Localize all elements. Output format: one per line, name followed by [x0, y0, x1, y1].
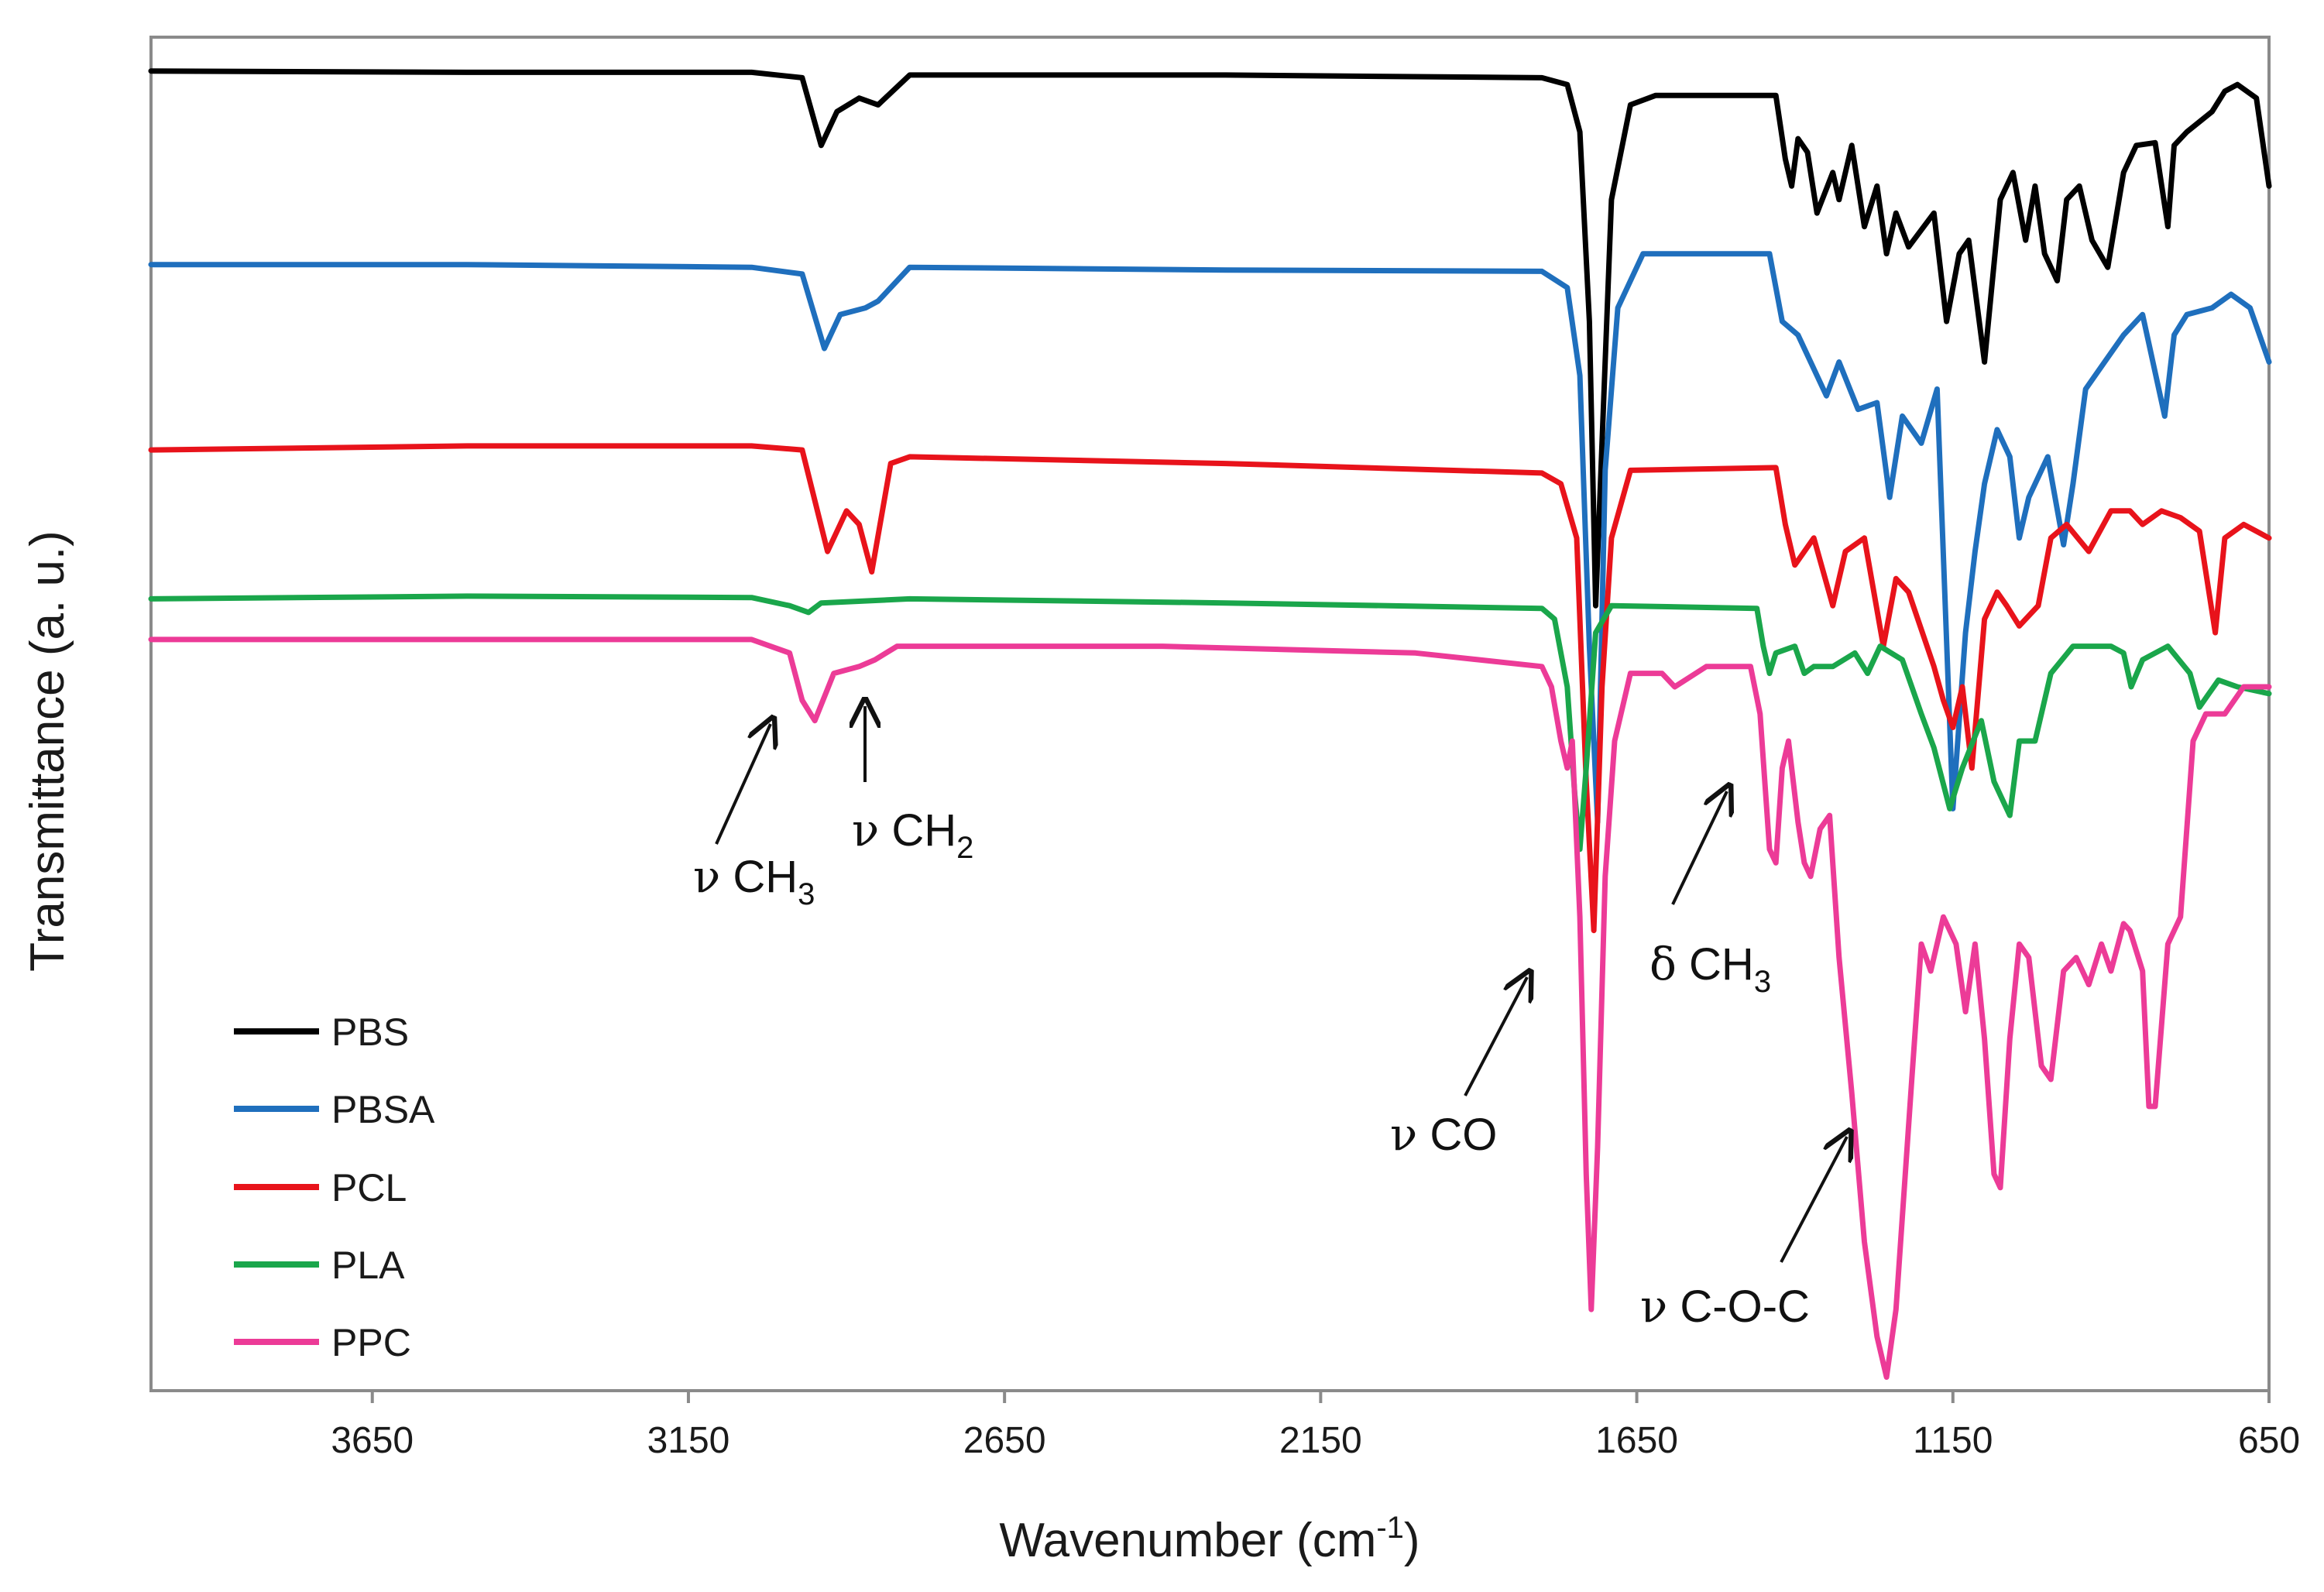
annotation-nu-ch3-sub: 3 — [798, 877, 815, 911]
annotation-nu-ch3-greek: ν — [693, 850, 720, 903]
annotation-nu-ch2: ν CH2 — [852, 804, 973, 865]
x-axis-title-sup: -1 — [1376, 1511, 1404, 1545]
x-tick-label: 2150 — [1279, 1420, 1362, 1461]
legend-label-pbs: PBS — [331, 1010, 409, 1054]
series-line-ppc — [148, 636, 2272, 1380]
arrow-nu-coc — [1780, 1137, 1847, 1263]
series-group — [148, 68, 2272, 1380]
arrow-nu-co — [1464, 977, 1527, 1096]
x-axis-title-end: ) — [1404, 1514, 1420, 1567]
arrow-delta-ch3 — [1671, 791, 1727, 905]
series-line-pla — [148, 593, 2272, 853]
annotation-nu-coc-greek: ν — [1640, 1280, 1667, 1333]
x-axis-title-main: Wavenumber (cm — [999, 1514, 1376, 1567]
legend-label-pcl: PCL — [331, 1166, 407, 1209]
legend: PBS PBSA PCL PLA PPC — [234, 1010, 435, 1364]
annotation-nu-ch2-text: CH — [879, 805, 956, 856]
x-tick-label: 2650 — [963, 1420, 1046, 1461]
x-tick-label: 3150 — [647, 1420, 730, 1461]
annotation-nu-coc: ν C-O-C — [1640, 1280, 1810, 1333]
y-axis-title: Transmittance (a. u.) — [21, 530, 74, 972]
x-tick-label: 1650 — [1595, 1420, 1678, 1461]
x-axis-title: Wavenumber (cm-1) — [999, 1511, 1419, 1567]
annotation-delta-ch3-greek: δ — [1649, 938, 1677, 990]
annotations: ν CH3 ν CH2 ν CO δ CH3 ν C-O-C — [693, 706, 1847, 1333]
annotation-nu-co: ν CO — [1390, 1108, 1497, 1161]
series-line-pbsa — [148, 251, 2272, 825]
series-line-pcl — [148, 443, 2272, 934]
x-tick-label: 1150 — [1913, 1420, 1993, 1461]
annotation-nu-coc-text: C-O-C — [1667, 1281, 1810, 1332]
arrow-nu-ch3 — [715, 724, 771, 845]
x-tick-label: 3650 — [331, 1420, 414, 1461]
annotation-nu-ch3-text: CH — [720, 852, 798, 902]
x-tick-label: 650 — [2238, 1420, 2300, 1461]
legend-label-pla: PLA — [331, 1244, 405, 1287]
legend-label-pbsa: PBSA — [331, 1088, 435, 1131]
legend-label-ppc: PPC — [331, 1321, 411, 1364]
annotation-delta-ch3: δ CH3 — [1649, 938, 1771, 999]
series-line-pbs — [148, 68, 2272, 609]
annotation-nu-co-text: CO — [1417, 1110, 1497, 1160]
annotation-nu-ch2-greek: ν — [852, 804, 879, 856]
annotation-delta-ch3-sub: 3 — [1754, 965, 1771, 999]
annotation-nu-co-greek: ν — [1390, 1108, 1417, 1161]
annotation-delta-ch3-text: CH — [1677, 939, 1754, 990]
plot-frame — [149, 36, 2271, 1392]
x-axis-ticks: 3650 3150 2650 2150 1650 1150 650 — [331, 1391, 2300, 1461]
annotation-nu-ch2-sub: 2 — [956, 831, 973, 865]
annotation-nu-ch3: ν CH3 — [693, 850, 815, 911]
